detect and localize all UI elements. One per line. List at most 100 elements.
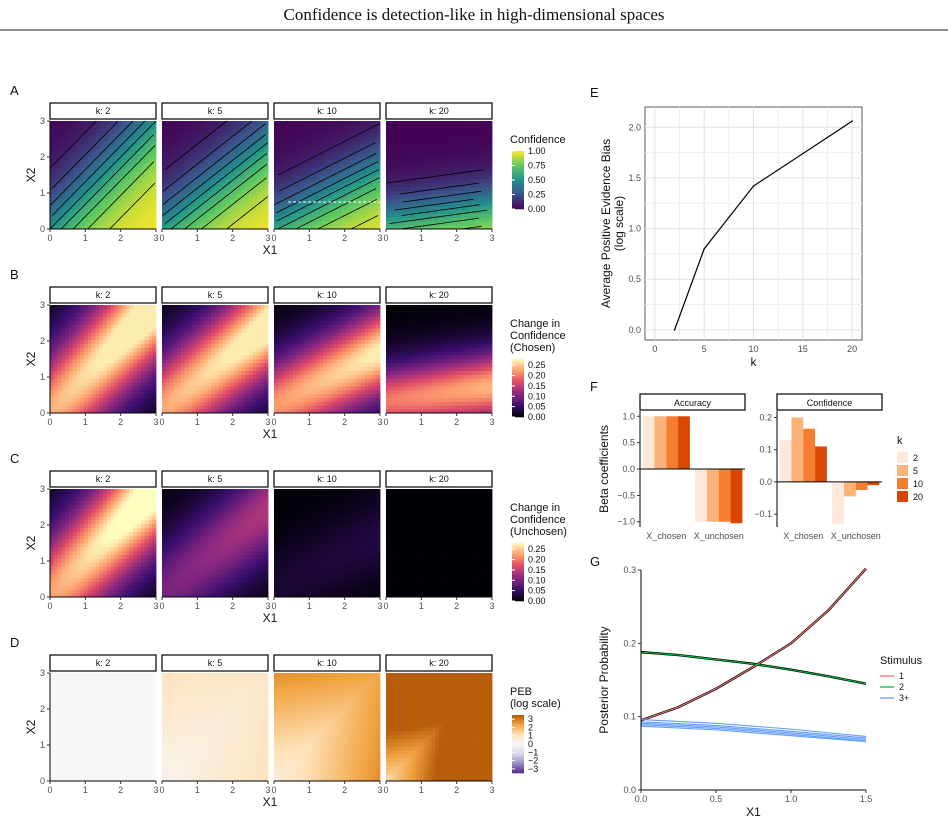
heatmap-cell [376, 217, 381, 222]
heatmap-cell [435, 121, 440, 126]
contour-line [278, 142, 376, 192]
heatmap-cell [180, 121, 186, 126]
heatmap-cell [50, 335, 55, 341]
heatmap-cell [65, 405, 70, 410]
heatmap-cell [118, 194, 123, 199]
heatmap-cell [68, 140, 74, 145]
heatmap-cell [241, 355, 246, 360]
heatmap-cell [323, 132, 328, 137]
heatmap-cell [53, 124, 58, 130]
heatmap-cell [162, 190, 167, 195]
heatmap-cell [457, 194, 463, 199]
heatmap-cell [296, 167, 301, 172]
heatmap-cell [114, 405, 119, 410]
heatmap-cell [353, 190, 358, 195]
heatmap-cell [476, 190, 482, 195]
heatmap-cell [431, 144, 436, 149]
heatmap-cell [118, 305, 123, 310]
heatmap-cell [226, 386, 231, 391]
heatmap-cell [431, 178, 436, 184]
heatmap-cell [114, 409, 119, 414]
heatmap-cell [393, 186, 398, 191]
heatmap-cell [103, 370, 108, 375]
heatmap-cell [315, 182, 320, 187]
heatmap-cell [386, 182, 391, 187]
heatmap-cell [416, 140, 421, 145]
heatmap-cell [91, 401, 96, 406]
heatmap-cell [222, 305, 227, 310]
heatmap-cell [99, 355, 104, 360]
heatmap-cell [245, 312, 250, 317]
heatmap-cell [87, 343, 93, 348]
heatmap-cell [91, 221, 96, 226]
heatmap-cell [442, 159, 447, 164]
heatmap-cell [199, 312, 205, 317]
heatmap-cell [442, 136, 447, 141]
contour-line [276, 161, 379, 214]
heatmap-cell [304, 182, 309, 187]
heatmap-cell [386, 175, 391, 180]
heatmap-cell [218, 374, 223, 379]
heatmap-cell [296, 151, 301, 157]
heatmap-cell [427, 217, 432, 222]
heatmap-cell [129, 343, 134, 348]
heatmap-cell [76, 202, 81, 207]
heatmap-cell [188, 370, 193, 375]
facet-b-k2: k: 20 1 2 3 [47, 286, 159, 427]
heatmap-cell [435, 190, 440, 195]
heatmap-cell [121, 389, 127, 395]
heatmap-cell [125, 409, 130, 414]
heatmap-cell [237, 370, 242, 375]
heatmap-cell [91, 362, 96, 368]
heatmap-cell [211, 221, 216, 226]
heatmap-cell [264, 159, 269, 164]
heatmap-cell [256, 144, 261, 149]
heatmap-cell [342, 190, 347, 195]
heatmap-cell [218, 225, 223, 230]
heatmap-cell [173, 205, 178, 211]
heatmap-cell [140, 401, 146, 406]
heatmap-cell [162, 397, 167, 402]
heatmap-cell [330, 148, 335, 153]
heatmap-cell [110, 128, 115, 133]
heatmap-cell [125, 378, 130, 383]
heatmap-cell [87, 386, 93, 391]
heatmap-cell [218, 205, 223, 211]
heatmap-cell [454, 186, 459, 191]
heatmap-cell [226, 155, 231, 160]
heatmap-cell [72, 178, 77, 184]
heatmap-cell [300, 148, 305, 153]
heatmap-cell [308, 217, 313, 222]
heatmap-cell [53, 389, 58, 395]
heatmap-cell [386, 136, 391, 141]
heatmap-cell [397, 182, 402, 187]
heatmap-cell [256, 332, 261, 337]
heatmap-cell [65, 409, 70, 414]
heatmap-cell [393, 182, 398, 187]
heatmap-cell [218, 163, 223, 168]
heatmap-cell [457, 225, 463, 230]
legend-tick-label: 0.50 [528, 175, 546, 185]
heatmap-cell [188, 213, 193, 218]
heatmap-cell [162, 140, 167, 145]
heatmap-cell [245, 217, 250, 222]
legend-colorbar-segment [512, 171, 524, 174]
heatmap-cell [165, 182, 170, 187]
heatmap-cell [162, 209, 167, 214]
heatmap-cell [423, 124, 429, 130]
heatmap-cell [76, 370, 81, 375]
heatmap-cell [368, 186, 373, 191]
heatmap-cell [99, 389, 104, 395]
heatmap-cell [397, 221, 402, 226]
heatmap-cell [68, 355, 74, 360]
heatmap-cell [72, 359, 77, 364]
heatmap-cell [389, 186, 394, 191]
heatmap-cell [237, 386, 242, 391]
heatmap-cell [103, 397, 108, 402]
heatmap-cell [125, 343, 130, 348]
heatmap-cell [103, 374, 108, 379]
heatmap-cell [230, 202, 235, 207]
heatmap-cell [106, 175, 111, 180]
heatmap-cell [397, 148, 402, 153]
heatmap-cell [393, 202, 398, 207]
